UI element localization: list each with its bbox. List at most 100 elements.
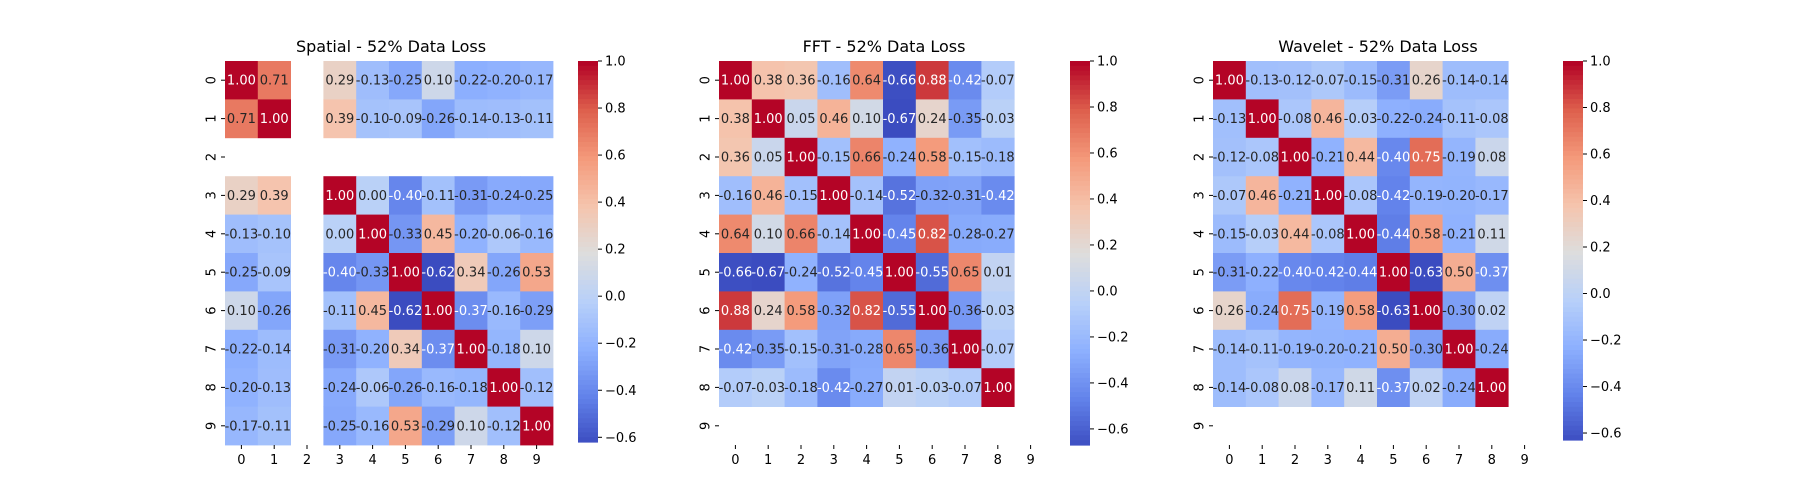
heatmap-cell-spatial-1-7 (454, 99, 488, 139)
cell-value-wavelet-6-3: -0.19 (1311, 304, 1345, 319)
heatmap-cell-spatial-4-7 (454, 214, 488, 254)
colorbar-segment-wavelet-31 (1563, 207, 1583, 214)
heatmap-cell-wavelet-5-6 (1409, 253, 1443, 292)
cell-value-wavelet-8-1: -0.08 (1245, 381, 1279, 396)
x-tick-label-wavelet-3: 3 (1324, 453, 1332, 468)
heatmap-cell-spatial-1-1 (257, 99, 291, 139)
heatmap-cell-fft-2-6 (915, 137, 949, 177)
heatmap-cell-wavelet-5-5 (1377, 253, 1411, 292)
heatmap-cell-wavelet-2-4 (1344, 137, 1378, 177)
cell-value-fft-0-6: 0.88 (918, 74, 947, 89)
colorbar-segment-wavelet-5 (1563, 84, 1583, 91)
heatmap-cell-fft-5-5 (883, 253, 917, 292)
colorbar-segment-spatial-26 (578, 184, 598, 191)
heatmap-cell-wavelet-2-8 (1475, 137, 1509, 177)
colorbar-segment-wavelet-51 (1563, 302, 1583, 308)
heatmap-cell-wavelet-6-8 (1475, 291, 1509, 331)
heatmap-cell-wavelet-6-5 (1377, 291, 1411, 331)
colorbar-segment-spatial-75 (578, 418, 598, 424)
colorbar-segment-spatial-24 (578, 175, 598, 181)
x-tick-label-spatial-7: 7 (467, 453, 475, 468)
cell-value-fft-4-3: -0.14 (817, 227, 851, 242)
colorbar-segment-fft-18 (1070, 147, 1090, 153)
y-tick-label-fft-9: 9 (699, 422, 714, 430)
heatmap-cell-wavelet-8-7 (1442, 368, 1476, 407)
colorbar-segment-spatial-61 (578, 351, 598, 357)
colorbar-segment-spatial-0 (578, 61, 598, 67)
cell-value-wavelet-5-4: -0.44 (1344, 266, 1378, 281)
heatmap-cell-fft-6-1 (751, 291, 785, 331)
heatmap-cell-fft-4-0 (719, 214, 753, 254)
colorbar-segment-spatial-36 (578, 232, 598, 238)
colorbar-segment-wavelet-1 (1563, 65, 1583, 72)
colorbar-segment-wavelet-15 (1563, 132, 1583, 138)
cell-value-spatial-5-7: 0.34 (457, 266, 486, 281)
colorbar-segment-spatial-58 (578, 337, 598, 343)
colorbar-segment-spatial-52 (578, 308, 598, 315)
colorbar-segment-wavelet-46 (1563, 278, 1583, 285)
y-tick-label-wavelet-1: 1 (1193, 114, 1208, 122)
cell-value-fft-3-8: -0.42 (981, 189, 1015, 204)
cell-value-wavelet-3-7: -0.20 (1442, 189, 1476, 204)
cell-value-spatial-8-4: -0.06 (356, 381, 390, 396)
cell-value-spatial-1-0: 0.71 (227, 112, 256, 127)
colorbar-segment-spatial-32 (578, 213, 598, 219)
colorbar-segment-fft-43 (1070, 267, 1090, 273)
colorbar-segment-spatial-15 (578, 132, 598, 138)
cell-value-spatial-3-7: -0.31 (454, 189, 488, 204)
cell-value-spatial-6-7: -0.37 (454, 304, 488, 319)
heatmap-cell-fft-4-4 (850, 214, 884, 254)
colorbar-segment-fft-47 (1070, 286, 1090, 292)
cell-value-spatial-0-0: 1.00 (227, 74, 256, 89)
cell-value-spatial-9-1: -0.11 (257, 419, 291, 434)
heatmap-cell-fft-1-6 (915, 99, 949, 139)
colorbar-segment-spatial-50 (578, 299, 598, 305)
cell-value-spatial-3-6: -0.11 (421, 189, 455, 204)
cell-value-spatial-9-5: 0.53 (391, 419, 420, 434)
colorbar-segment-spatial-55 (578, 322, 598, 329)
cell-value-spatial-3-0: 0.29 (227, 189, 256, 204)
colorbar-segment-wavelet-30 (1563, 203, 1583, 209)
y-tick-label-fft-6: 6 (699, 306, 714, 314)
cell-value-wavelet-7-2: -0.19 (1278, 343, 1312, 358)
colorbar-segment-fft-22 (1070, 166, 1090, 172)
cell-value-wavelet-0-2: -0.12 (1278, 74, 1312, 89)
cell-value-wavelet-3-6: -0.19 (1409, 189, 1443, 204)
heatmap-cell-spatial-5-0 (225, 253, 259, 292)
heatmap-cell-wavelet-6-4 (1344, 291, 1378, 331)
heatmap-cell-fft-8-4 (850, 368, 884, 407)
heatmap-cell-wavelet-3-4 (1344, 176, 1378, 215)
heatmap-cell-wavelet-0-7 (1442, 61, 1476, 100)
cell-value-fft-6-6: 1.00 (918, 304, 947, 319)
colorbar-segment-fft-59 (1070, 344, 1090, 350)
cell-value-fft-2-0: 0.36 (721, 151, 750, 166)
heatmap-cell-fft-0-0 (719, 61, 753, 100)
colorbar-segment-spatial-8 (578, 99, 598, 105)
colorbar-segment-spatial-17 (578, 141, 598, 148)
colorbar-segment-fft-45 (1070, 277, 1090, 283)
heatmap-cell-wavelet-8-3 (1311, 368, 1345, 407)
colorbar-segment-spatial-60 (578, 346, 598, 353)
colorbar-segment-spatial-42 (578, 261, 598, 267)
x-tick-label-spatial-6: 6 (434, 453, 442, 468)
colorbar-segment-spatial-78 (578, 432, 598, 438)
heatmap-cell-fft-2-5 (883, 137, 917, 177)
heatmap-cell-wavelet-1-5 (1377, 99, 1411, 139)
colorbar-segment-wavelet-37 (1563, 236, 1583, 242)
colorbar-segment-fft-60 (1070, 349, 1090, 355)
colorbar-segment-spatial-34 (578, 222, 598, 229)
y-tick-label-fft-2: 2 (699, 153, 714, 161)
colorbar-segment-spatial-23 (578, 170, 598, 176)
colorbar-segment-spatial-40 (578, 251, 598, 257)
cell-value-spatial-5-6: -0.62 (421, 266, 455, 281)
cell-value-fft-4-8: -0.27 (981, 227, 1015, 242)
cell-value-fft-4-5: -0.45 (883, 227, 917, 242)
cell-value-fft-3-6: -0.32 (915, 189, 949, 204)
colorbar-segment-fft-56 (1070, 329, 1090, 336)
heatmap-cell-wavelet-7-5 (1377, 329, 1411, 369)
heatmap-cell-fft-6-8 (981, 291, 1015, 331)
heatmap-cell-spatial-3-8 (487, 176, 521, 215)
heatmap-cell-fft-2-7 (948, 137, 982, 177)
colorbar-segment-wavelet-70 (1563, 392, 1583, 398)
y-tick-label-spatial-9: 9 (205, 422, 220, 430)
